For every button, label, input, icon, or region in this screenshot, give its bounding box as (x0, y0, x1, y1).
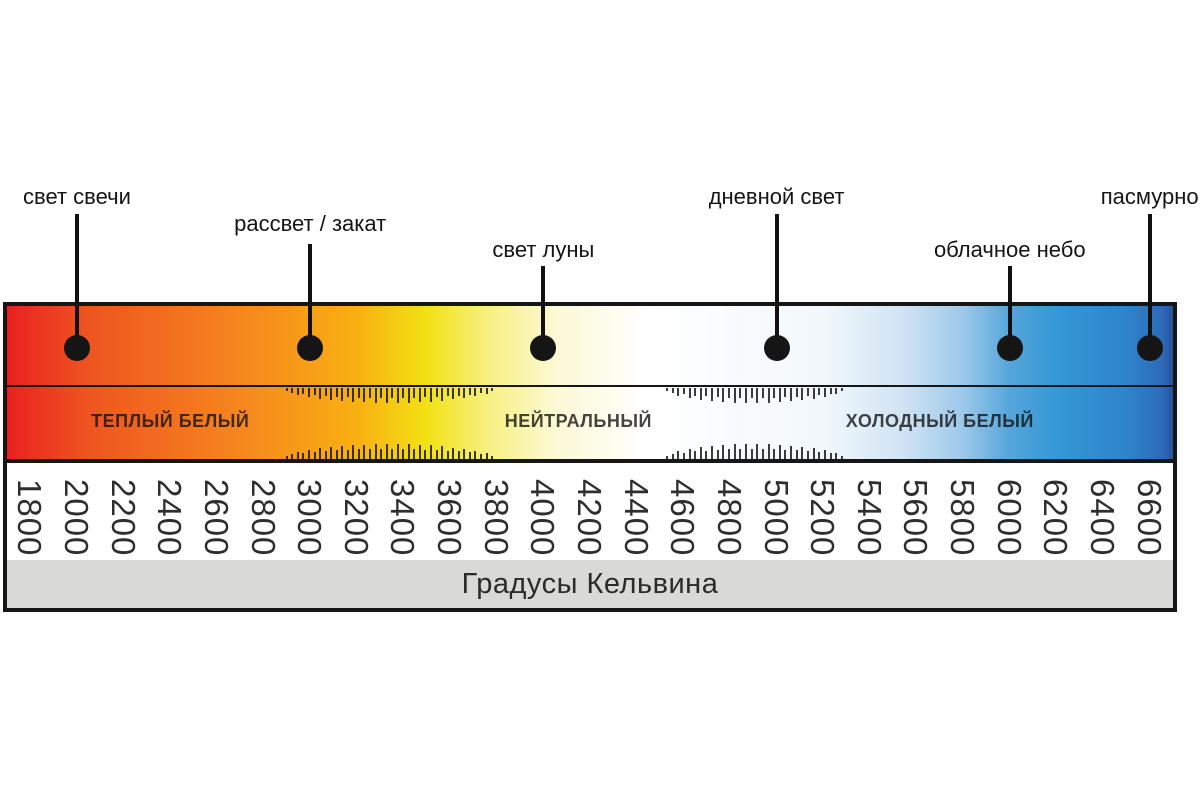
axis-title: Градусы Кельвина (461, 567, 719, 600)
axis-title-strip: Градусы Кельвина (7, 560, 1173, 608)
examples-band (7, 306, 1173, 385)
zones-band (7, 387, 1173, 459)
kelvin-scale-strip (7, 463, 1173, 560)
kelvin-chart: Градусы Кельвина (3, 302, 1177, 612)
band-divider (7, 385, 1173, 387)
callout-label: пасмурно (1100, 184, 1199, 209)
callout-label: свет свечи (23, 184, 131, 209)
callout-label: рассвет / закат (234, 211, 387, 236)
callout-label: облачное небо (933, 237, 1086, 262)
gradient-band (7, 306, 1173, 459)
callout-label: свет луны (492, 237, 595, 262)
callout-label: дневной свет (708, 184, 845, 209)
scale-separator (7, 459, 1173, 463)
